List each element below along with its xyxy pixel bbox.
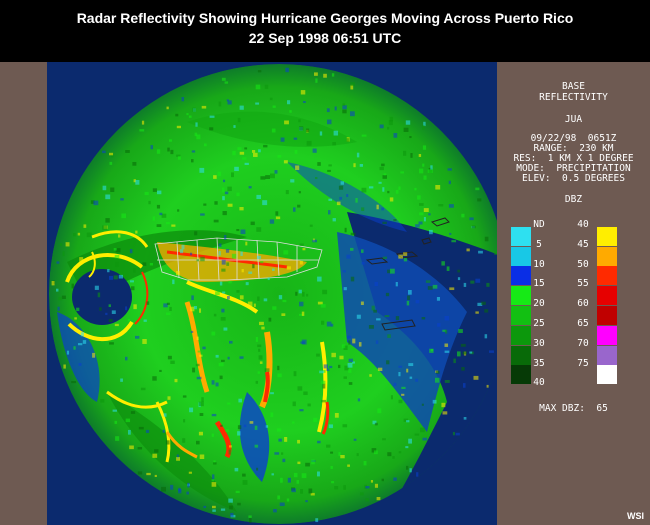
elevation-label: ELEV: 0.5 DEGREES [522, 173, 625, 184]
legend-right-swatch [597, 345, 617, 365]
legend-left-swatch [511, 226, 531, 246]
legend-left-swatch [511, 365, 531, 385]
legend-left-label: 25 [533, 318, 545, 329]
legend-right-label: 50 [577, 258, 589, 270]
legend-left-label: 5 [536, 238, 542, 250]
mode-label: MODE: PRECIPITATION [516, 163, 631, 174]
page-title: Radar Reflectivity Showing Hurricane Geo… [76, 10, 574, 26]
legend-left-label: 30 [533, 337, 545, 349]
radar-image [49, 64, 497, 524]
legend-right-swatch [597, 286, 617, 306]
datetime-label: 09/22/98 0651Z [530, 133, 617, 144]
legend-right-label: 75 [577, 357, 589, 369]
legend-right-swatch [597, 246, 617, 266]
units-label: DBZ [564, 194, 583, 205]
legend-left-swatch [511, 286, 531, 306]
legend-right-label: 45 [577, 238, 589, 250]
legend-right-swatch [597, 325, 617, 345]
legend-right-swatch [597, 306, 617, 325]
legend-left-swatch [511, 246, 531, 266]
legend-left-label: 20 [533, 298, 545, 310]
legend-right-label: 60 [577, 298, 589, 310]
product-label-2: REFLECTIVITY [539, 92, 608, 103]
legend-left-swatch [511, 306, 531, 325]
left-border [0, 62, 47, 525]
legend-right-label: 70 [577, 337, 589, 349]
legend-left-label: 15 [533, 278, 545, 290]
resolution-label: RES: 1 KM X 1 DEGREE [513, 153, 634, 164]
legend-right-label: 40 [577, 219, 589, 230]
hurricane-eye [72, 269, 132, 325]
legend-right-label: 65 [577, 318, 589, 329]
radar-map [47, 62, 497, 525]
page-subtitle-datetime: 22 Sep 1998 06:51 UTC [248, 30, 402, 46]
title-bar: Radar Reflectivity Showing Hurricane Geo… [0, 0, 650, 62]
legend-right-swatch [597, 365, 617, 385]
legend-left-swatch [511, 266, 531, 286]
wsi-logo: WSI [627, 511, 644, 521]
legend-left-label: 40 [533, 377, 545, 389]
legend-left-label: ND [533, 219, 545, 230]
legend-left-swatch [511, 345, 531, 365]
range-label: RANGE: 230 KM [533, 143, 614, 154]
legend-right-label: 55 [577, 278, 589, 290]
legend-left-label: 10 [533, 258, 545, 270]
product-label: BASE [562, 81, 585, 92]
max-dbz-label: MAX DBZ: 65 [539, 403, 608, 414]
radar-speckle [51, 67, 497, 523]
legend-right-swatch [597, 226, 617, 246]
radar-disk [49, 64, 497, 524]
legend-left-swatch [511, 325, 531, 345]
legend-right-swatch [597, 266, 617, 286]
info-panel: BASE REFLECTIVITY JUA 09/22/98 0651Z RAN… [497, 62, 650, 525]
legend-left-label: 35 [533, 357, 545, 369]
site-label: JUA [564, 114, 583, 125]
